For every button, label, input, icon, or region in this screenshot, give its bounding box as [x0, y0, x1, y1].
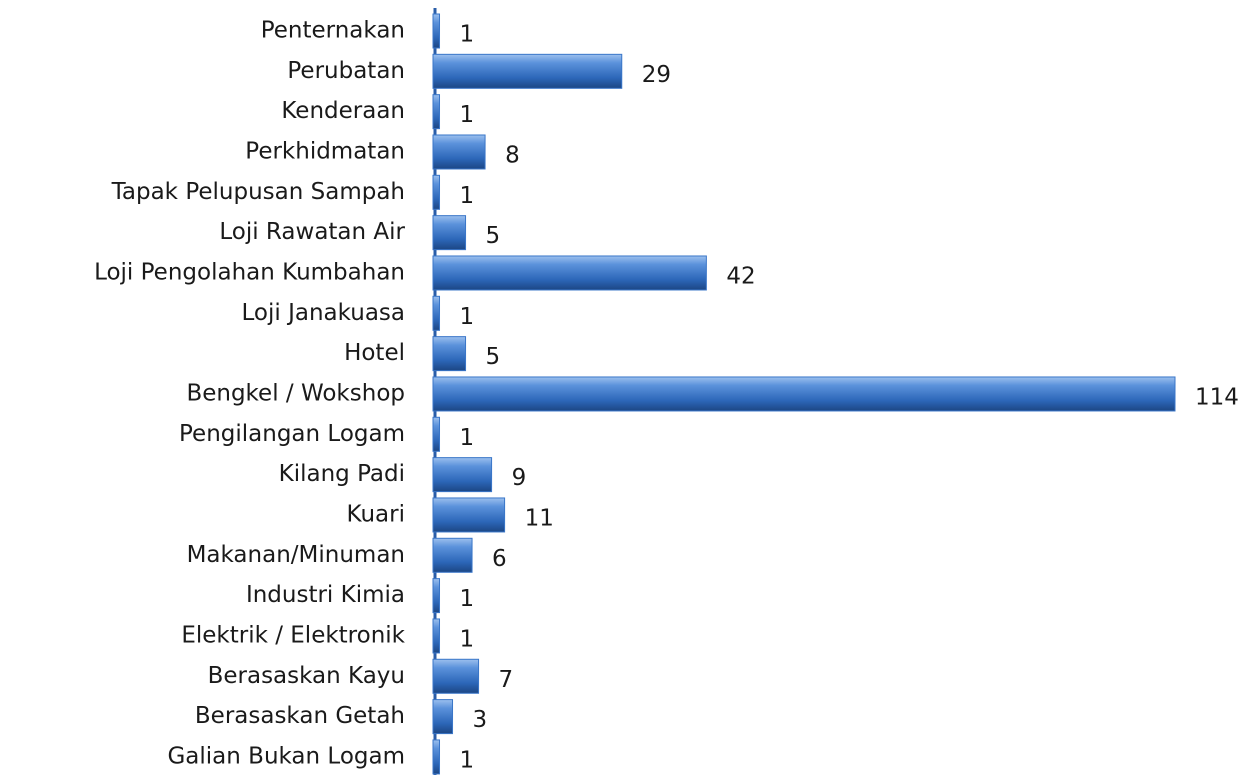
category-label: Loji Janakuasa: [242, 300, 405, 326]
bar: [432, 336, 467, 372]
category-label: Loji Pengolahan Kumbahan: [94, 259, 405, 285]
category-label: Elektrik / Elektronik: [181, 622, 405, 648]
value-label: 1: [460, 626, 475, 652]
bar: [432, 497, 506, 533]
value-label: 7: [499, 667, 514, 693]
bar: [432, 537, 473, 573]
category-label: Perkhidmatan: [245, 138, 405, 164]
value-label: 1: [460, 22, 475, 48]
bar: [432, 376, 1176, 412]
value-label: 1: [460, 304, 475, 330]
bar: [432, 174, 441, 210]
value-label: 5: [486, 344, 501, 370]
value-label: 29: [642, 62, 671, 88]
bar: [432, 578, 441, 614]
value-label: 42: [726, 263, 755, 289]
category-label: Galian Bukan Logam: [167, 743, 405, 769]
category-label: Makanan/Minuman: [187, 542, 405, 568]
value-label: 114: [1195, 384, 1239, 410]
value-label: 8: [505, 142, 520, 168]
value-label: 11: [525, 505, 554, 531]
value-label: 3: [473, 707, 488, 733]
category-label: Penternakan: [261, 18, 405, 44]
bar: [432, 255, 707, 291]
value-label: 1: [460, 586, 475, 612]
category-label: Industri Kimia: [246, 582, 405, 608]
category-label: Tapak Pelupusan Sampah: [111, 179, 405, 205]
value-label: 9: [512, 465, 527, 491]
bar: [432, 13, 441, 49]
value-label: 1: [460, 425, 475, 451]
value-label: 6: [492, 546, 507, 572]
value-label: 1: [460, 183, 475, 209]
bar: [432, 295, 441, 331]
category-label: Hotel: [344, 340, 405, 366]
category-label: Perubatan: [287, 58, 405, 84]
bar: [432, 457, 493, 493]
value-label: 1: [460, 747, 475, 773]
bar: [432, 134, 486, 170]
value-label: 5: [486, 223, 501, 249]
bar: [432, 658, 480, 694]
bar: [432, 53, 623, 89]
bar: [432, 416, 441, 452]
bar: [432, 215, 467, 251]
bar: [432, 699, 454, 735]
bar: [432, 94, 441, 130]
bar: [432, 739, 441, 775]
category-label: Bengkel / Wokshop: [186, 380, 405, 406]
category-label: Kilang Padi: [279, 461, 405, 487]
category-label: Berasaskan Getah: [195, 703, 405, 729]
category-label: Pengilangan Logam: [179, 421, 405, 447]
value-label: 1: [460, 102, 475, 128]
category-label: Loji Rawatan Air: [219, 219, 405, 245]
category-label: Berasaskan Kayu: [208, 663, 405, 689]
category-label: Kuari: [347, 501, 405, 527]
category-label: Kenderaan: [281, 98, 405, 124]
bar: [432, 618, 441, 654]
